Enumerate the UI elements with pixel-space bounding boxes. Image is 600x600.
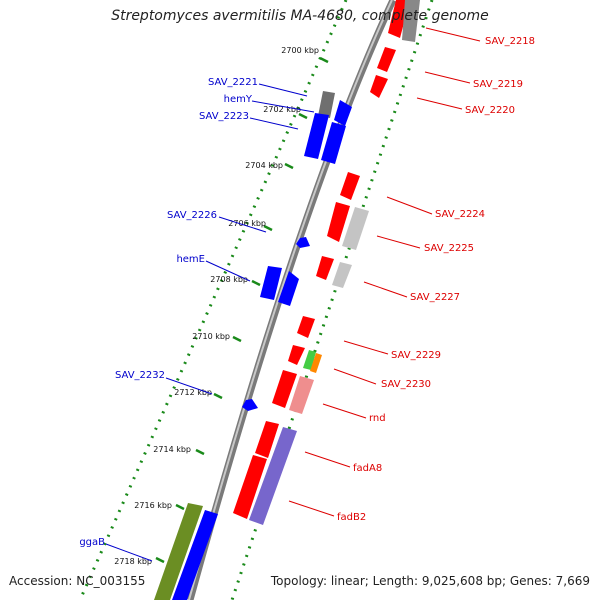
gene-label-sav2226[interactable]: SAV_2226: [167, 210, 217, 221]
gene-label-sav2221[interactable]: SAV_2221: [208, 77, 258, 88]
gene-label-hemy[interactable]: hemY: [224, 94, 253, 105]
gene-sav2220-shape[interactable]: [370, 75, 388, 98]
accession-text: Accession: NC_003155: [9, 574, 146, 588]
gene-sav2230-shape[interactable]: [303, 350, 316, 370]
tick-label: 2704 kbp: [245, 161, 283, 170]
gene-label-sav2225[interactable]: SAV_2225: [424, 243, 474, 254]
map-title: Streptomyces avermitilis MA-4680, comple…: [111, 8, 489, 24]
gene-sav2218-b-shape[interactable]: [402, 0, 420, 42]
gene-heme-b-shape[interactable]: [278, 271, 299, 306]
gene-sav2227-shape[interactable]: [316, 256, 334, 280]
gene-label-sav2223[interactable]: SAV_2223: [199, 111, 249, 122]
axis-tick-mark: [319, 56, 329, 64]
axis-tick-mark: [284, 162, 294, 170]
axis-tick-mark: [155, 556, 165, 564]
gene-label-sav2218[interactable]: SAV_2218: [485, 36, 535, 47]
gene-heme-shape[interactable]: [260, 266, 282, 300]
reverse-genes: [233, 0, 420, 525]
gene-sav2223b-shape[interactable]: [321, 122, 346, 164]
forward-leaders: [105, 83, 315, 562]
gene-sav2229-shape[interactable]: [297, 316, 315, 338]
reverse-leaders: [288, 27, 481, 517]
axis-tick-mark: [263, 224, 273, 232]
topology-text: Topology: linear; Length: 9,025,608 bp; …: [270, 574, 590, 588]
gene-ggab-b-shape[interactable]: [172, 510, 218, 600]
gene-label-fadb2[interactable]: fadB2: [337, 512, 366, 523]
gene-sav2221-shape[interactable]: [318, 91, 335, 118]
gene-ggab-shape[interactable]: [154, 503, 203, 600]
axis-tick-mark: [195, 448, 205, 456]
genome-backbone-highlight: [188, 0, 393, 600]
gene-rnd-b-shape[interactable]: [289, 376, 314, 414]
gene-label-sav2232[interactable]: SAV_2232: [115, 370, 165, 381]
gene-label-sav2220[interactable]: SAV_2220: [465, 105, 515, 116]
gene-label-sav2224[interactable]: SAV_2224: [435, 209, 485, 220]
gene-label-ggab[interactable]: ggaB: [79, 537, 105, 548]
forward-genes: [154, 91, 352, 600]
gene-sav2226-shape[interactable]: [296, 237, 310, 248]
forward-gene-labels: SAV_2221 hemY SAV_2223 SAV_2226 hemE SAV…: [79, 77, 258, 548]
gene-fada8-shape[interactable]: [255, 421, 279, 458]
tick-label: 2716 kbp: [134, 501, 172, 510]
gene-sav2224-shape[interactable]: [340, 172, 360, 200]
axis-tick-mark: [213, 392, 223, 400]
gene-fadb2-shape[interactable]: [249, 427, 297, 525]
reverse-gene-labels: SAV_2218 SAV_2219 SAV_2220 SAV_2224 SAV_…: [337, 36, 535, 523]
gene-sav2225-b-shape[interactable]: [342, 207, 369, 250]
gene-sav2227-b-shape[interactable]: [332, 262, 352, 288]
axis-tick-mark: [175, 503, 185, 511]
tick-labels: 2700 kbp 2702 kbp 2704 kbp 2706 kbp 2708…: [114, 46, 319, 566]
gene-sav2230-b-shape[interactable]: [310, 353, 322, 373]
gene-label-sav2227[interactable]: SAV_2227: [410, 292, 460, 303]
tick-label: 2712 kbp: [174, 388, 212, 397]
tick-label: 2708 kbp: [210, 275, 248, 284]
forward-strand-guide: [78, 0, 348, 600]
tick-label: 2714 kbp: [153, 445, 191, 454]
tick-label: 2718 kbp: [114, 557, 152, 566]
axis-tick-mark: [298, 112, 308, 120]
gene-sav2223-shape[interactable]: [304, 113, 329, 159]
gene-sav2225-shape[interactable]: [327, 202, 350, 242]
tick-label: 2700 kbp: [281, 46, 319, 55]
axis-tick-mark: [232, 335, 242, 343]
axis-ticks: [155, 56, 329, 564]
gene-label-heme[interactable]: hemE: [176, 254, 205, 265]
axis-tick-mark: [251, 279, 261, 287]
gene-label-sav2229[interactable]: SAV_2229: [391, 350, 441, 361]
gene-sav2232-shape[interactable]: [242, 399, 258, 411]
gene-sav2229-b-shape[interactable]: [288, 345, 305, 365]
tick-label: 2710 kbp: [192, 332, 230, 341]
reverse-strand-guide: [230, 0, 434, 600]
gene-sav2219-shape[interactable]: [377, 47, 396, 72]
gene-rnd-shape[interactable]: [272, 370, 297, 408]
gene-fada8-b-shape[interactable]: [233, 455, 267, 519]
gene-label-sav2230[interactable]: SAV_2230: [381, 379, 431, 390]
gene-label-sav2219[interactable]: SAV_2219: [473, 79, 523, 90]
gene-hemy-shape[interactable]: [334, 100, 352, 126]
tick-label: 2702 kbp: [263, 105, 301, 114]
tick-label: 2706 kbp: [228, 219, 266, 228]
gene-label-rnd[interactable]: rnd: [369, 413, 386, 424]
gene-label-fada8[interactable]: fadA8: [353, 463, 382, 474]
